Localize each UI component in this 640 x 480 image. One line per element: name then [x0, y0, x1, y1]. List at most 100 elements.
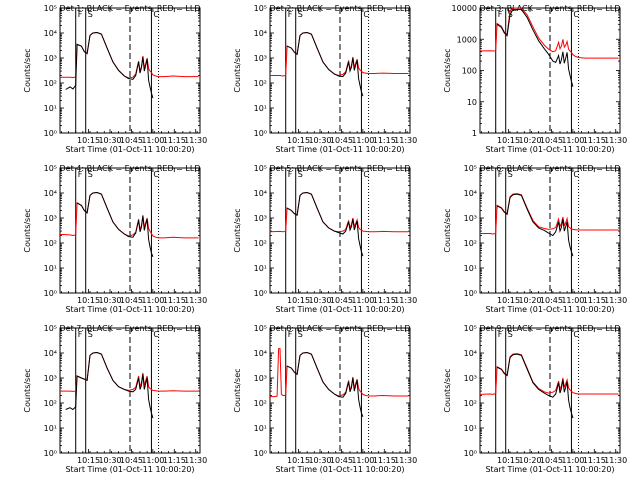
x-tick-label: 10:15: [77, 296, 100, 305]
y-tick-label: 10⁵: [254, 324, 267, 333]
x-axis-label: Start Time (01-Oct-11 10:00:20): [275, 465, 404, 474]
y-tick-label: 10³: [254, 54, 267, 63]
x-tick-label: 11:30: [184, 456, 207, 465]
chart-panel-9: Det 9: BLACK = Events, RED = LLD10⁰10¹10…: [443, 324, 627, 474]
y-tick-label: 10²: [254, 399, 267, 408]
y-tick-label: 10⁴: [44, 349, 57, 358]
x-tick-label: 11:15: [163, 456, 186, 465]
marker-label: C: [363, 170, 369, 179]
y-tick-label: 10¹: [44, 264, 57, 273]
y-tick-label: 1000: [457, 35, 477, 44]
marker-label: C: [153, 10, 159, 19]
x-axis-label: Start Time (01-Oct-11 10:00:20): [65, 465, 194, 474]
y-axis-label: Counts/sec: [443, 208, 452, 252]
y-tick-label: 10¹: [254, 104, 267, 113]
x-tick-label: 10:30: [98, 136, 121, 145]
y-tick-label: 10³: [44, 374, 57, 383]
x-tick-label: 11:00: [141, 456, 164, 465]
y-tick-label: 10¹: [254, 424, 267, 433]
x-tick-label: 10:30: [308, 296, 331, 305]
x-tick-label: 11:00: [351, 296, 374, 305]
y-tick-label: 10⁴: [44, 189, 57, 198]
series-line-lld: [60, 31, 199, 79]
x-tick-label: 11:30: [394, 456, 417, 465]
x-axis-label: Start Time (01-Oct-11 10:00:20): [275, 145, 404, 154]
x-tick-label: 10:30: [308, 136, 331, 145]
y-tick-label: 10⁰: [44, 449, 57, 458]
y-tick-label: 10¹: [464, 424, 477, 433]
x-tick-label: 11:30: [394, 296, 417, 305]
y-tick-label: 10¹: [254, 264, 267, 273]
y-tick-label: 10²: [44, 79, 57, 88]
marker-label: S: [508, 330, 513, 339]
x-tick-label: 10:15: [77, 456, 100, 465]
x-tick-label: 10:15: [77, 136, 100, 145]
marker-label: C: [153, 170, 159, 179]
y-tick-label: 10²: [44, 239, 57, 248]
marker-label: S: [298, 10, 303, 19]
x-axis-label: Start Time (01-Oct-11 10:00:20): [485, 145, 614, 154]
y-axis-label: Counts/sec: [443, 48, 452, 92]
x-tick-label: 10:30: [98, 296, 121, 305]
marker-label: F: [78, 330, 83, 339]
x-tick-label: 10:15: [497, 136, 520, 145]
marker-label: S: [88, 170, 93, 179]
series-line-events: [496, 8, 574, 87]
x-tick-label: 11:15: [583, 136, 606, 145]
x-axis-label: Start Time (01-Oct-11 10:00:20): [275, 305, 404, 314]
y-tick-label: 10²: [464, 399, 477, 408]
x-tick-label: 11:30: [604, 456, 627, 465]
y-tick-label: 10⁴: [464, 349, 477, 358]
x-tick-label: 10:20: [518, 296, 541, 305]
y-tick-label: 10¹: [464, 264, 477, 273]
marker-label: F: [498, 170, 503, 179]
series-line-lld: [479, 353, 619, 395]
x-tick-label: 10:15: [287, 136, 310, 145]
marker-label: F: [288, 10, 293, 19]
x-tick-label: 11:15: [373, 136, 396, 145]
x-tick-label: 11:00: [561, 456, 584, 465]
chart-panel-6: Det 6: BLACK = Events, RED = LLD10⁰10¹10…: [443, 164, 627, 314]
marker-label: C: [363, 10, 369, 19]
series-line-events: [65, 31, 154, 99]
marker-label: F: [288, 330, 293, 339]
y-tick-label: 10⁰: [254, 289, 267, 298]
y-axis-label: Counts/sec: [233, 368, 242, 412]
series-line-lld: [480, 193, 619, 235]
y-tick-label: 10³: [254, 214, 267, 223]
y-tick-label: 10⁴: [44, 29, 57, 38]
series-line-events: [286, 31, 364, 97]
x-tick-label: 10:45: [540, 456, 563, 465]
x-tick-label: 10:45: [120, 136, 143, 145]
y-tick-label: 10⁰: [464, 449, 477, 458]
x-tick-label: 10:45: [120, 456, 143, 465]
x-tick-label: 10:45: [330, 296, 353, 305]
marker-label: F: [498, 330, 503, 339]
marker-label: F: [78, 10, 83, 19]
marker-label: C: [573, 330, 579, 339]
series-line-events: [65, 351, 154, 419]
x-tick-label: 11:15: [583, 296, 606, 305]
x-axis-label: Start Time (01-Oct-11 10:00:20): [485, 305, 614, 314]
y-tick-label: 10: [467, 98, 477, 107]
y-tick-label: 10⁵: [464, 324, 477, 333]
y-axis-label: Counts/sec: [23, 48, 32, 92]
y-tick-label: 10³: [44, 214, 57, 223]
x-tick-label: 10:15: [497, 456, 520, 465]
series-line-events: [496, 193, 574, 257]
y-tick-label: 10²: [254, 79, 267, 88]
y-tick-label: 1: [472, 129, 477, 138]
x-tick-label: 11:00: [351, 136, 374, 145]
series-line-events: [76, 191, 154, 257]
x-tick-label: 11:15: [583, 456, 606, 465]
x-tick-label: 11:15: [373, 456, 396, 465]
marker-label: S: [508, 170, 513, 179]
marker-label: F: [498, 10, 503, 19]
y-tick-label: 10³: [464, 374, 477, 383]
y-axis-label: Counts/sec: [23, 368, 32, 412]
y-tick-label: 10⁰: [254, 449, 267, 458]
x-tick-label: 11:30: [604, 296, 627, 305]
x-tick-label: 11:15: [163, 136, 186, 145]
marker-label: C: [363, 330, 369, 339]
